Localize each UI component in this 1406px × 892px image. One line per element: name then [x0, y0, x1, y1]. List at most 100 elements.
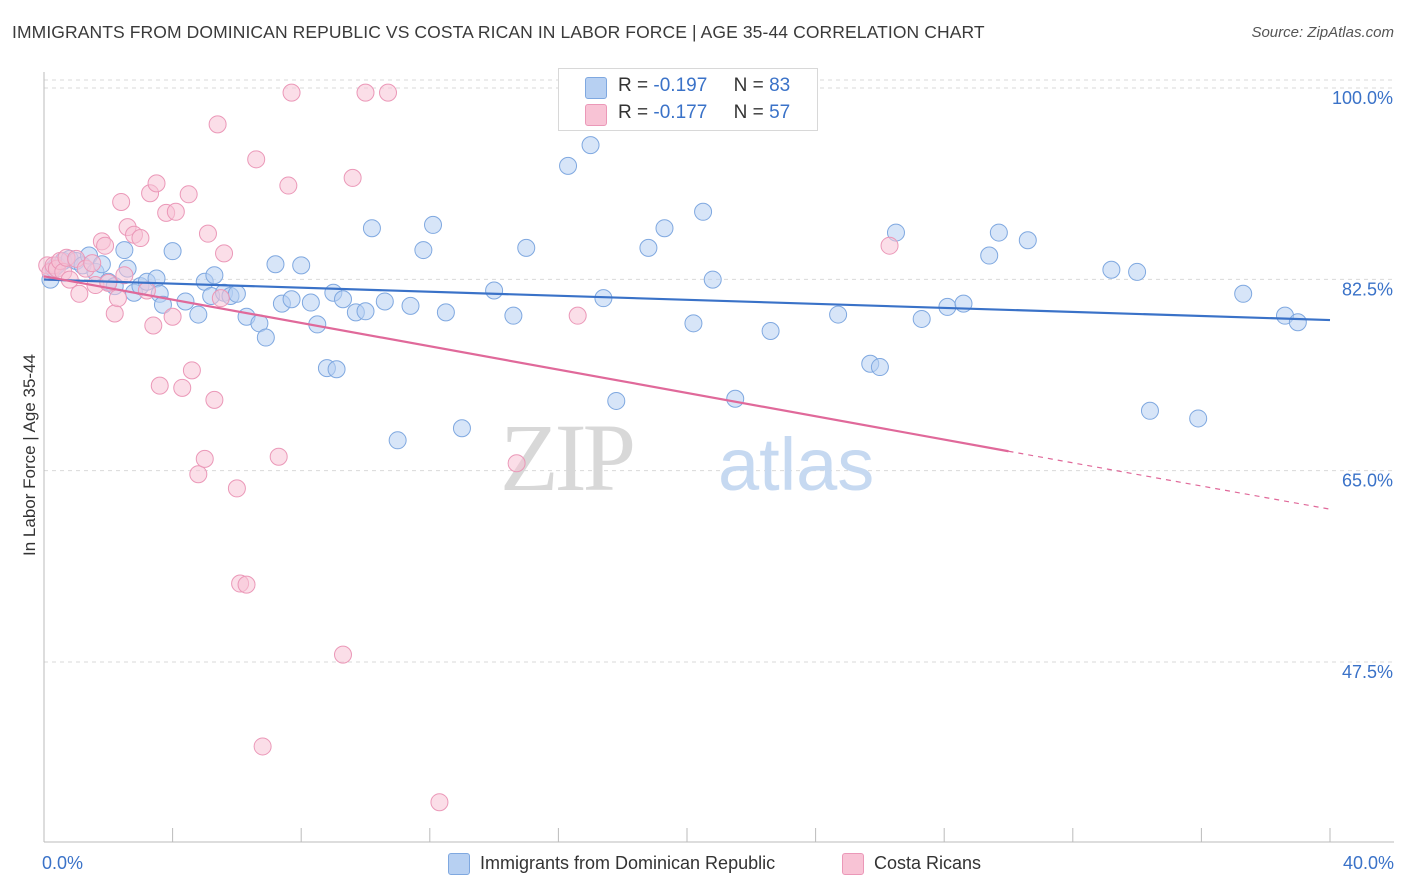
n-label: N = [733, 75, 764, 96]
point-dominican [362, 219, 381, 238]
point-costa-rican [227, 479, 246, 498]
point-dominican [559, 156, 578, 175]
point-costa-rican [198, 224, 217, 243]
point-costa-rican [131, 229, 150, 248]
point-costa-rican [430, 793, 449, 812]
point-costa-rican [279, 176, 298, 195]
point-dominican [607, 391, 626, 410]
y-tick-label: 65.0% [1342, 471, 1393, 491]
point-dominican [639, 238, 658, 257]
point-costa-rican [166, 202, 185, 221]
y-tick-labels: 100.0% 82.5% 65.0% 47.5% [1332, 88, 1393, 682]
n-label: N = [733, 102, 764, 123]
point-costa-rican [247, 150, 266, 169]
point-dominican [980, 246, 999, 265]
point-costa-rican [144, 316, 163, 335]
point-costa-rican [105, 304, 124, 323]
gridlines [44, 79, 1394, 663]
point-costa-rican [343, 168, 362, 187]
point-costa-rican [96, 236, 115, 255]
legend-swatch-blue [585, 77, 607, 99]
point-dominican [703, 270, 722, 289]
point-dominican [1234, 284, 1253, 303]
point-dominican [694, 202, 713, 221]
point-dominican [485, 281, 504, 300]
correlation-legend: R = -0.197 N = 83 R = -0.177 N = 57 [558, 68, 818, 131]
point-dominican [581, 136, 600, 155]
point-costa-rican [507, 454, 526, 473]
legend-swatch-pink [585, 104, 607, 126]
trend-line-costa-rican [43, 275, 1009, 453]
point-dominican [1102, 260, 1121, 279]
point-dominican [333, 290, 352, 309]
point-costa-rican [237, 575, 256, 594]
legend-swatch-blue [448, 853, 470, 875]
point-costa-rican [208, 115, 227, 134]
point-costa-rican [282, 83, 301, 102]
legend-swatch-pink [842, 853, 864, 875]
point-costa-rican [115, 266, 134, 285]
point-costa-rican [163, 307, 182, 326]
n-value: 83 [769, 75, 791, 96]
point-costa-rican [150, 376, 169, 395]
point-costa-rican [205, 390, 224, 409]
r-label: R = [618, 102, 649, 123]
legend-text: R = -0.177 N = 57 [618, 102, 790, 124]
point-costa-rican [379, 83, 398, 102]
point-dominican [1189, 409, 1208, 428]
trend-line-costa-rican-extrapolated [1008, 450, 1331, 510]
x-tick-min: 0.0% [42, 853, 84, 873]
point-dominican [189, 305, 208, 324]
point-dominican [912, 309, 931, 328]
y-tick-label: 82.5% [1342, 279, 1393, 299]
r-value: -0.197 [653, 75, 708, 96]
point-dominican [684, 314, 703, 333]
point-costa-rican [189, 465, 208, 484]
legend-text: R = -0.197 N = 83 [618, 75, 790, 97]
point-costa-rican [356, 83, 375, 102]
point-dominican [1140, 401, 1159, 420]
point-costa-rican [173, 378, 192, 397]
point-dominican [375, 292, 394, 311]
point-costa-rican [70, 284, 89, 303]
point-dominican [301, 293, 320, 312]
legend-label: Immigrants from Dominican Republic [480, 853, 776, 873]
point-dominican [452, 419, 471, 438]
point-dominican [761, 321, 780, 340]
point-dominican [327, 360, 346, 379]
point-dominican [414, 241, 433, 260]
axes [43, 72, 1394, 843]
y-tick-label: 47.5% [1342, 662, 1393, 682]
point-dominican [829, 305, 848, 324]
n-value: 57 [769, 102, 791, 123]
point-dominican [655, 219, 674, 238]
point-costa-rican [253, 737, 272, 756]
point-costa-rican [211, 289, 230, 308]
series-dominican-points [41, 136, 1307, 450]
r-value: -0.177 [653, 102, 708, 123]
point-costa-rican [147, 174, 166, 193]
point-costa-rican [108, 289, 127, 308]
r-label: R = [618, 75, 649, 96]
point-costa-rican [269, 447, 288, 466]
y-tick-label: 100.0% [1332, 88, 1393, 108]
point-dominican [1288, 313, 1307, 332]
watermark: ZIP atlas [500, 404, 874, 511]
trend-line-dominican [43, 278, 1331, 322]
point-dominican [356, 302, 375, 321]
point-costa-rican [83, 254, 102, 273]
point-costa-rican [333, 645, 352, 664]
source-credit: Source: ZipAtlas.com [1251, 24, 1394, 41]
point-dominican [256, 328, 275, 347]
point-dominican [726, 389, 745, 408]
point-costa-rican [195, 449, 214, 468]
chart-title: IMMIGRANTS FROM DOMINICAN REPUBLIC VS CO… [12, 22, 985, 42]
legend-label: Costa Ricans [874, 853, 982, 873]
point-dominican [266, 255, 285, 274]
point-dominican [870, 358, 889, 377]
point-dominican [205, 266, 224, 285]
point-dominican [989, 223, 1008, 242]
point-dominican [163, 242, 182, 261]
point-dominican [1018, 231, 1037, 250]
